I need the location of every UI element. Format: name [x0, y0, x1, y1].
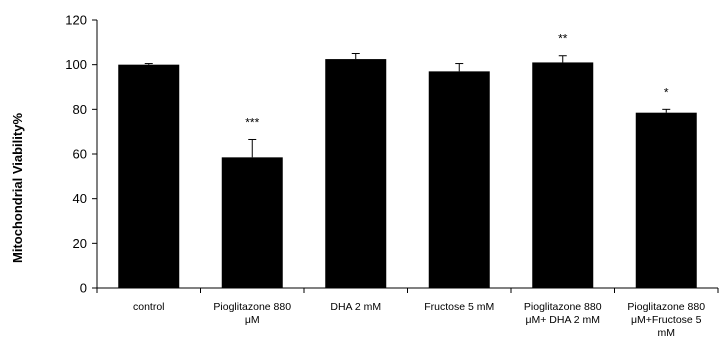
significance-label: ***: [245, 115, 259, 129]
y-axis-label: Mitochondrial Viability%: [10, 113, 25, 263]
bar: [118, 64, 180, 289]
bar: [532, 62, 594, 288]
x-tick-label: control: [133, 301, 165, 313]
y-tick-label: 0: [80, 281, 87, 296]
bars: ******: [118, 32, 697, 289]
y-tick-label: 20: [73, 236, 87, 251]
y-tick-label: 100: [65, 57, 87, 72]
x-tick-label: Pioglitazone 880 μM+ DHA 2 mM: [524, 301, 602, 326]
bar: [325, 59, 387, 289]
x-tick-label: DHA 2 mM: [330, 301, 381, 313]
y-axis: 0 20 40 60 80 100 120: [65, 13, 98, 296]
x-axis: control Pioglitazone 880 μM DHA 2 mM Fructos…: [96, 287, 719, 339]
x-tick-label: Pioglitazone 880 μM+Fructose 5 mM: [627, 301, 705, 339]
y-tick-label: 60: [73, 147, 87, 162]
bar: [221, 157, 283, 288]
y-tick-label: 40: [73, 191, 87, 206]
bar: [635, 112, 697, 288]
bar: [428, 71, 490, 288]
y-tick-label: 120: [65, 13, 87, 28]
y-tick-label: 80: [73, 102, 87, 117]
significance-label: *: [664, 85, 669, 99]
significance-label: **: [558, 32, 568, 46]
x-tick-label: Pioglitazone 880 μM: [213, 301, 291, 326]
x-tick-label: Fructose 5 mM: [424, 301, 494, 313]
